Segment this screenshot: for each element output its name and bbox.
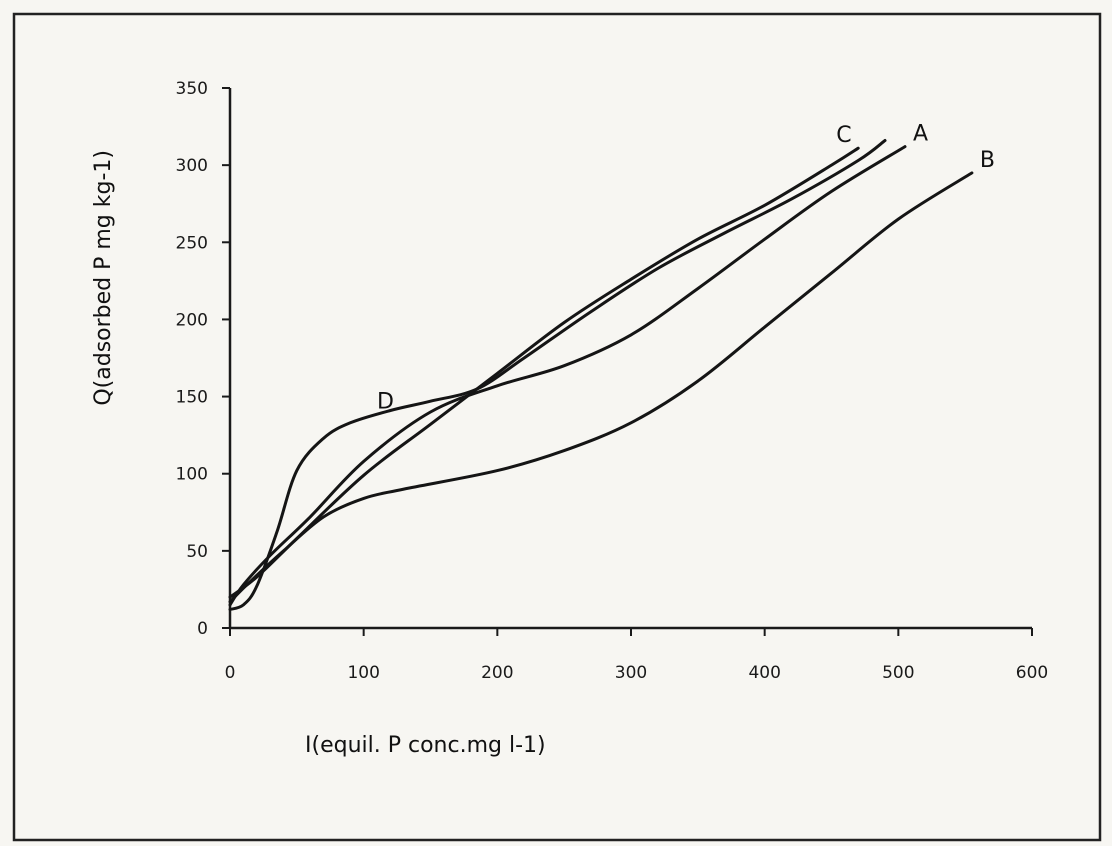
series-label-b: B (980, 148, 995, 173)
axes (222, 87, 1033, 636)
x-tick-label: 100 (347, 663, 379, 683)
figure-frame (12, 12, 1102, 842)
series-line-c (228, 146, 860, 599)
x-tick-label: 200 (481, 663, 513, 683)
y-tick-label: 300 (176, 156, 208, 176)
x-tick-label: 300 (615, 663, 647, 683)
x-axis-label: I(equil. P conc.mg l-1) (305, 733, 546, 758)
series-label-c: C (836, 123, 851, 148)
y-tick-label: 350 (176, 79, 208, 99)
series-label-a: A (913, 122, 928, 147)
y-tick-label: 250 (176, 233, 208, 253)
series-label-d: D (377, 390, 394, 415)
tick-labels: 0 100 200 300 400 500 600 0 50 100 150 200 250 300 350 (176, 79, 1049, 683)
x-tick-label: 600 (1016, 663, 1048, 683)
y-tick-label: 0 (197, 619, 208, 639)
series-line-d (228, 139, 887, 611)
y-axis-label: Q(adsorbed P mg kg-1) (91, 150, 116, 406)
series-line-a (228, 145, 907, 607)
x-tick-label: 0 (225, 663, 236, 683)
y-tick-label: 50 (186, 542, 208, 562)
x-tick-label: 400 (748, 663, 780, 683)
y-tick-label: 100 (176, 465, 208, 485)
y-tick-label: 200 (176, 310, 208, 330)
y-tick-label: 150 (176, 388, 208, 408)
x-tick-label: 500 (882, 663, 914, 683)
series-curves (228, 139, 974, 611)
series-line-b (228, 171, 974, 604)
series-labels: A B C D (377, 122, 995, 415)
